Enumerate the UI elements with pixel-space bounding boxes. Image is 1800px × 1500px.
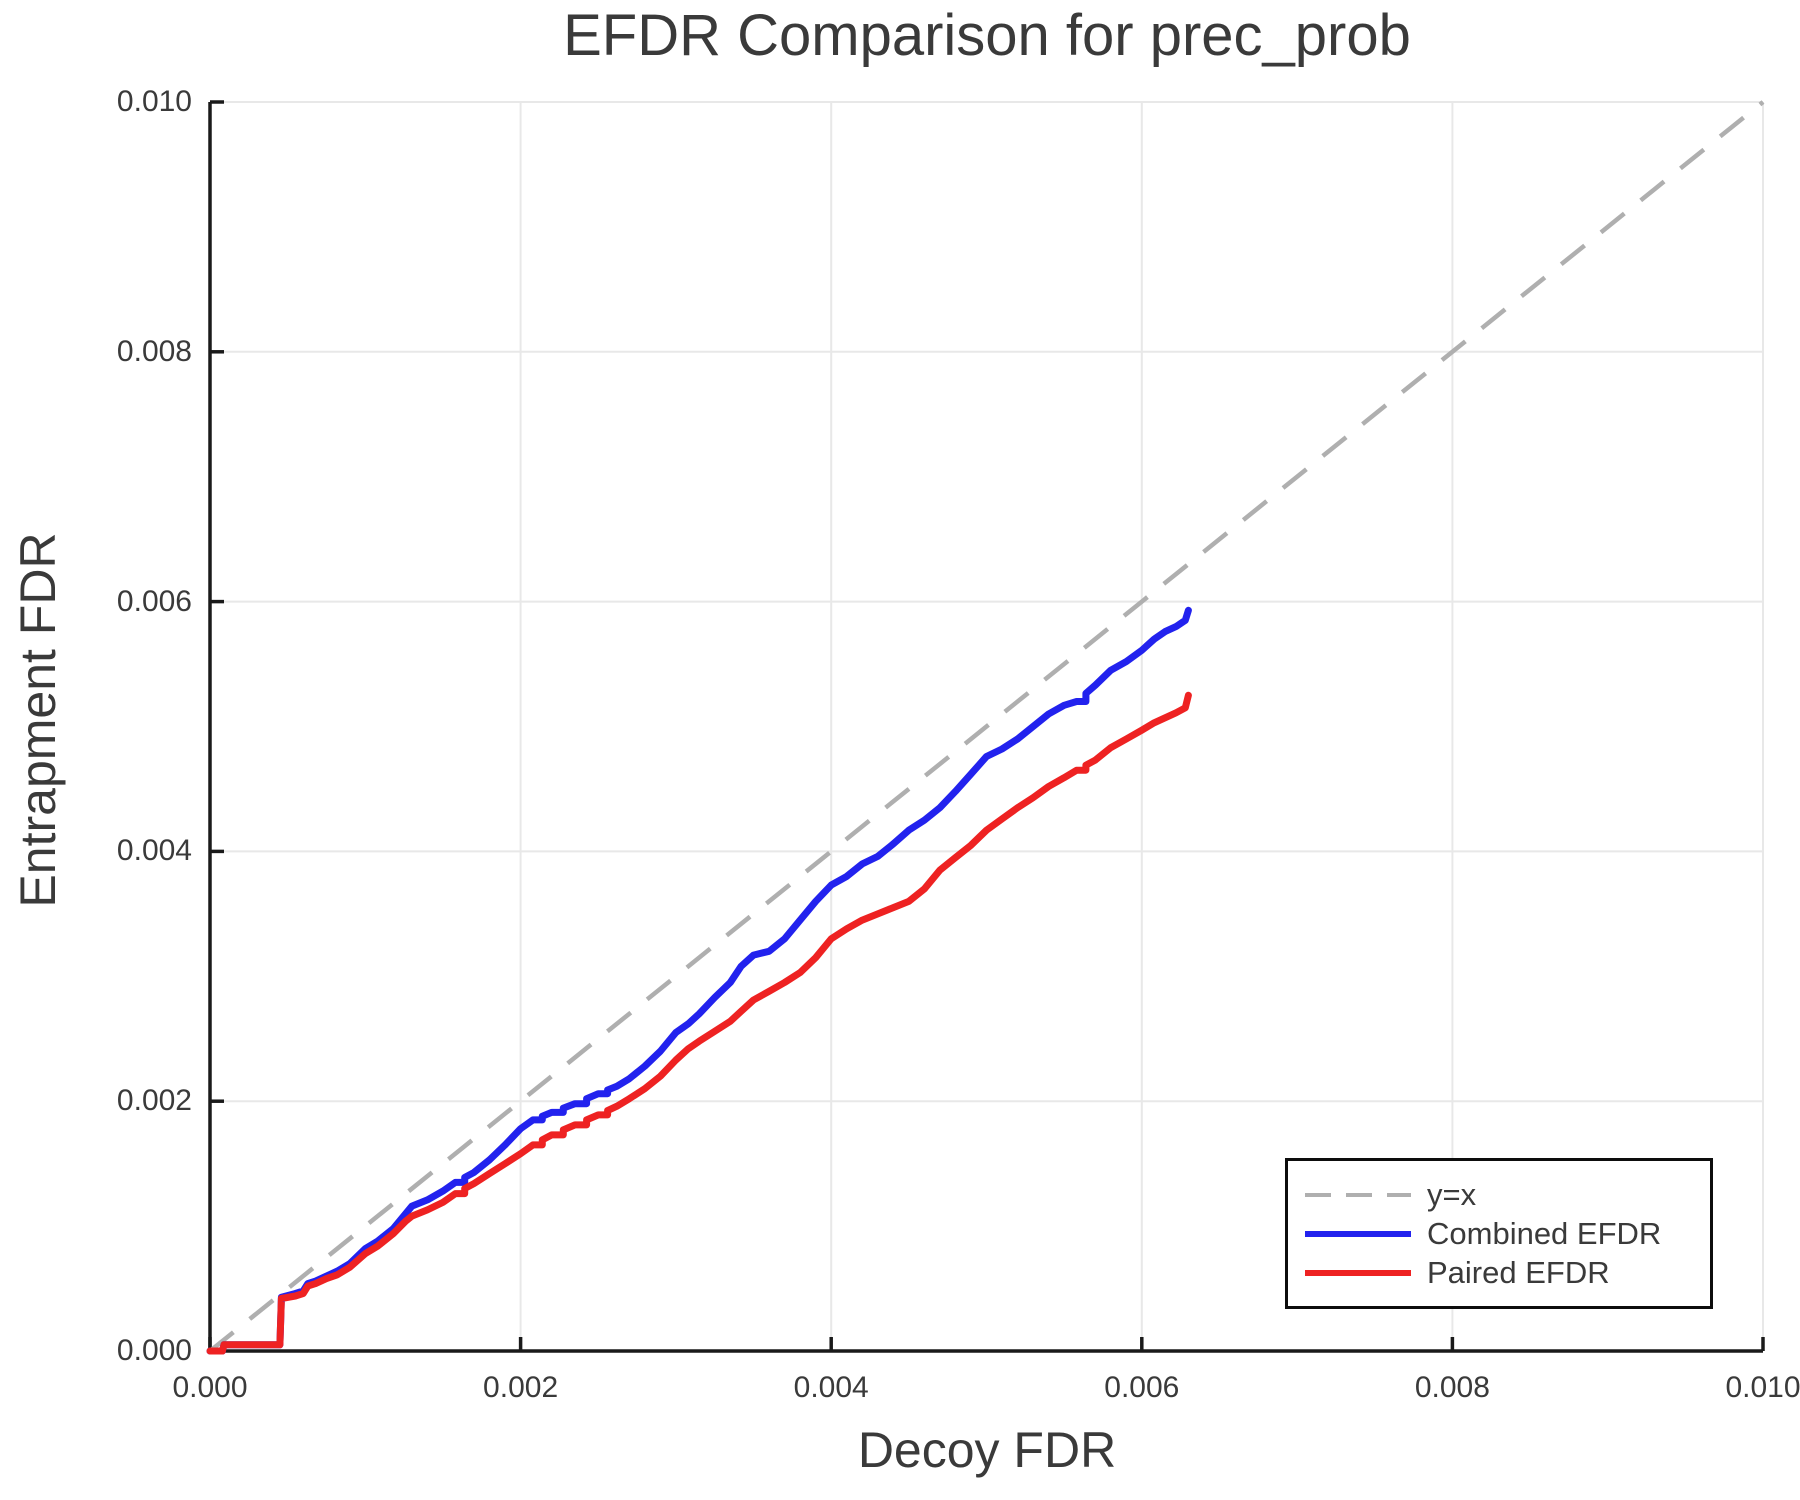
legend-item-identity: y=x xyxy=(1305,1177,1710,1213)
x-tick-label: 0.002 xyxy=(483,1371,559,1404)
x-axis-label: Decoy FDR xyxy=(857,1422,1117,1478)
identity-line xyxy=(208,100,1765,1353)
legend-label-identity: y=x xyxy=(1427,1176,1477,1212)
y-tick-label: 0.010 xyxy=(116,85,192,118)
paired-efdr-line-sample xyxy=(1305,1269,1411,1276)
legend-label-paired-efdr: Paired EFDR xyxy=(1427,1254,1610,1290)
legend-item-combined-efdr: Combined EFDR xyxy=(1305,1216,1710,1252)
y-tick-label: 0.002 xyxy=(116,1084,192,1118)
legend: y=x Combined EFDR Paired EFDR xyxy=(1285,1158,1713,1309)
x-tick-label: 0.008 xyxy=(1414,1371,1490,1404)
y-tick-label: 0.004 xyxy=(116,834,192,868)
legend-label-combined-efdr: Combined EFDR xyxy=(1427,1215,1662,1251)
series-line-paired-efdr xyxy=(206,691,1192,1355)
y-tick-label: 0.008 xyxy=(116,334,192,368)
legend-item-paired-efdr: Paired EFDR xyxy=(1305,1255,1710,1291)
y-tick-label: 0.000 xyxy=(116,1334,192,1367)
y-axis-label: Entrapment FDR xyxy=(10,532,66,908)
series-line-combined-efdr xyxy=(206,606,1192,1355)
chart-title: EFDR Comparison for prec_prob xyxy=(563,3,1411,68)
x-tick-label: 0.010 xyxy=(1725,1371,1800,1404)
x-tick-label: 0.006 xyxy=(1104,1371,1180,1404)
y-tick-label: 0.006 xyxy=(116,584,192,618)
x-tick-label: 0.000 xyxy=(172,1371,248,1404)
combined-efdr-line-sample xyxy=(1305,1230,1411,1237)
identity-line-sample xyxy=(1305,1192,1411,1197)
x-tick-label: 0.004 xyxy=(793,1371,869,1404)
